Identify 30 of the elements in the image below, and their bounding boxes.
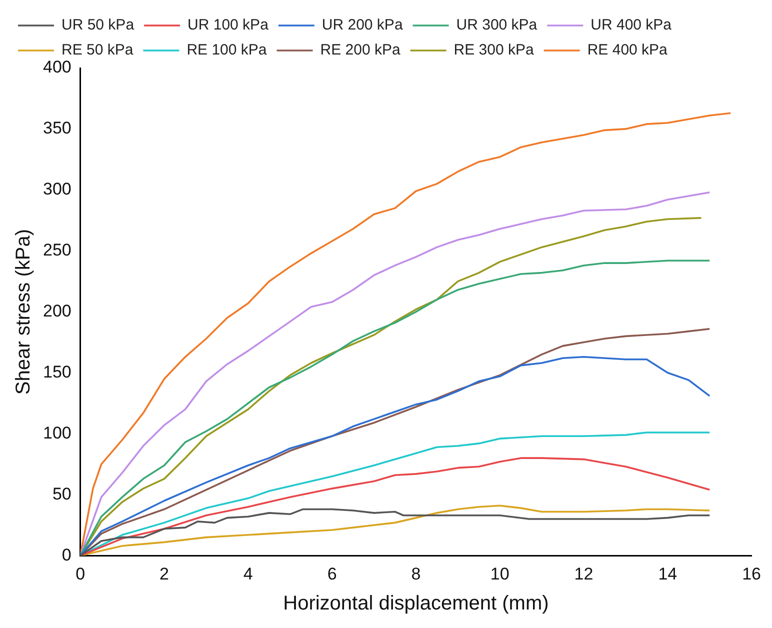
x-axis-title: Horizontal displacement (mm) bbox=[283, 592, 549, 615]
legend-label: RE 100 kPa bbox=[186, 42, 268, 59]
y-axis-title: Shear stress (kPa) bbox=[12, 228, 35, 395]
x-tick-label: 12 bbox=[574, 564, 594, 584]
legend-label: UR 400 kPa bbox=[590, 16, 672, 34]
x-tick-label: 16 bbox=[742, 564, 762, 584]
legend-label: UR 50 kPa bbox=[62, 16, 135, 34]
x-tick-label: 8 bbox=[411, 564, 421, 584]
x-tick-label: 10 bbox=[490, 564, 510, 584]
legend-label: RE 300 kPa bbox=[454, 42, 534, 59]
y-tick-label: 200 bbox=[42, 301, 72, 320]
y-tick-label: 150 bbox=[42, 362, 72, 382]
x-tick-label: 4 bbox=[243, 564, 253, 584]
y-tick-label: 0 bbox=[62, 545, 72, 564]
x-tick-label: 6 bbox=[327, 564, 337, 584]
y-tick-label: 350 bbox=[42, 118, 72, 138]
legend-label: RE 200 kPa bbox=[320, 42, 401, 59]
y-tick-label: 400 bbox=[42, 58, 72, 77]
x-tick-label: 0 bbox=[76, 564, 86, 584]
y-tick-label: 50 bbox=[52, 484, 72, 504]
y-tick-label: 250 bbox=[42, 240, 72, 260]
legend-label: RE 400 kPa bbox=[587, 42, 668, 59]
legend-label: UR 300 kPa bbox=[456, 16, 538, 34]
legend-label: UR 200 kPa bbox=[322, 16, 404, 34]
x-tick-label: 2 bbox=[160, 564, 169, 584]
y-tick-label: 100 bbox=[42, 423, 72, 442]
y-tick-label: 300 bbox=[42, 180, 72, 199]
x-tick-label: 14 bbox=[658, 564, 678, 584]
legend-label: UR 100 kPa bbox=[188, 16, 270, 34]
legend-label: RE 50 kPa bbox=[62, 42, 134, 59]
